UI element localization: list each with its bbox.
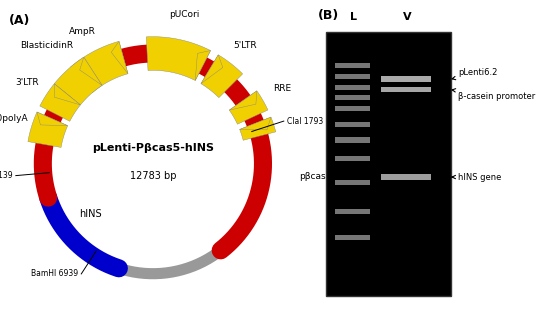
Polygon shape [71, 41, 128, 93]
Text: (B): (B) [318, 9, 340, 22]
Text: 5'LTR: 5'LTR [234, 41, 257, 50]
Text: pLenti-Pβcas5-hINS: pLenti-Pβcas5-hINS [92, 143, 214, 153]
Text: pUCori: pUCori [170, 9, 200, 19]
Polygon shape [195, 50, 211, 81]
Text: (A): (A) [9, 14, 31, 27]
Bar [335, 84, 370, 89]
Text: pLenti6.2: pLenti6.2 [452, 68, 498, 80]
Polygon shape [54, 84, 81, 105]
Bar [381, 76, 431, 82]
Bar [335, 106, 370, 111]
Text: 12783 bp: 12783 bp [130, 171, 176, 181]
Polygon shape [201, 55, 242, 98]
Polygon shape [28, 112, 68, 147]
Text: RRE: RRE [274, 84, 292, 93]
Text: β-casein promoter: β-casein promoter [452, 89, 535, 100]
Text: BamHI 6939: BamHI 6939 [31, 269, 78, 278]
Text: hINS gene: hINS gene [452, 173, 502, 181]
Bar [381, 174, 431, 180]
Bar [381, 87, 431, 92]
Polygon shape [80, 57, 102, 85]
Bar [335, 235, 370, 240]
Bar [335, 95, 370, 100]
Polygon shape [201, 55, 223, 84]
Text: AmpR: AmpR [69, 27, 96, 36]
Polygon shape [229, 91, 268, 124]
Polygon shape [111, 41, 128, 74]
Text: hINS: hINS [79, 209, 102, 219]
Polygon shape [40, 84, 81, 121]
Polygon shape [54, 57, 102, 105]
Bar [335, 74, 370, 79]
Bar [335, 209, 370, 214]
Text: pβcas5: pβcas5 [299, 172, 331, 181]
Text: ClaI 1793: ClaI 1793 [287, 117, 323, 126]
Polygon shape [37, 112, 68, 126]
Text: 3'LTR: 3'LTR [16, 77, 39, 87]
Polygon shape [229, 91, 257, 110]
Bar [335, 180, 370, 185]
Text: XhoI 8139: XhoI 8139 [0, 171, 13, 180]
Bar [335, 122, 370, 127]
Bar [326, 32, 451, 296]
Polygon shape [146, 37, 211, 81]
Bar [335, 137, 370, 142]
Polygon shape [240, 117, 271, 130]
Text: L: L [350, 12, 357, 22]
Text: BlasticidinR: BlasticidinR [20, 41, 73, 50]
Polygon shape [240, 117, 276, 140]
Bar [335, 156, 370, 161]
Bar [335, 63, 370, 68]
Text: SV40polyA: SV40polyA [0, 113, 28, 123]
Text: V: V [403, 12, 411, 22]
